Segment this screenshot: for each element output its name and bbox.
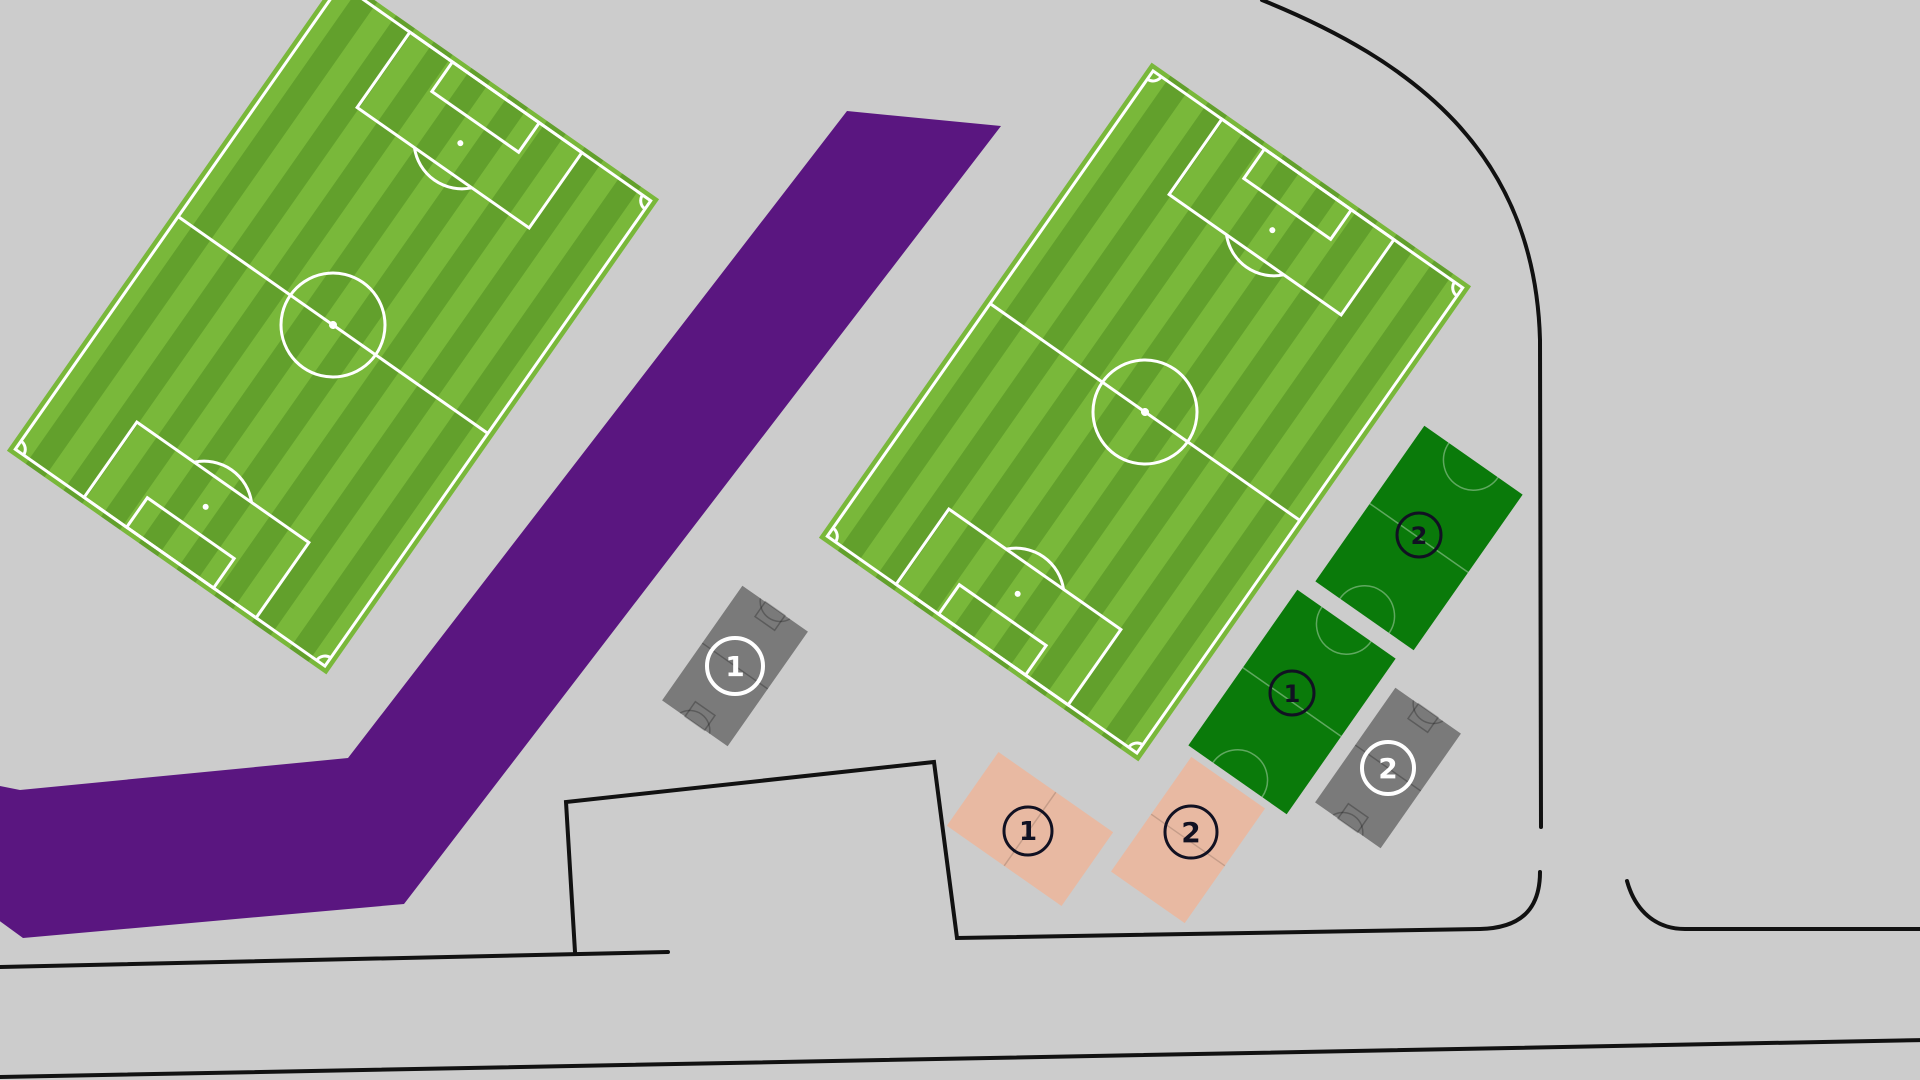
basketball-court-2[interactable] [1314, 686, 1462, 850]
access-road [0, 111, 1001, 938]
basketball-court-2-badge: 2 [1360, 740, 1416, 796]
futsal-court-1-badge: 1 [1268, 669, 1316, 717]
basketball-court-1[interactable] [661, 584, 809, 748]
basketball-court-1-badge: 1 [705, 636, 765, 696]
tennis-court-2-label: 2 [1181, 816, 1200, 849]
tennis-court-2[interactable] [1110, 756, 1266, 924]
futsal-court-2[interactable] [1315, 425, 1523, 651]
tennis-court-1-badge: 1 [1002, 805, 1054, 857]
tennis-court-1-label: 1 [1019, 817, 1037, 847]
futsal-court-1-label: 1 [1284, 680, 1301, 708]
basketball-court-1-label: 1 [725, 650, 744, 683]
futsal-court-2-badge: 2 [1395, 511, 1443, 559]
futsal-court-2-label: 2 [1411, 522, 1428, 550]
tennis-court-2-badge: 2 [1163, 804, 1219, 860]
tennis-court-1[interactable] [946, 751, 1114, 907]
futsal-court-1[interactable] [1188, 589, 1396, 815]
basketball-court-2-label: 2 [1378, 752, 1397, 785]
